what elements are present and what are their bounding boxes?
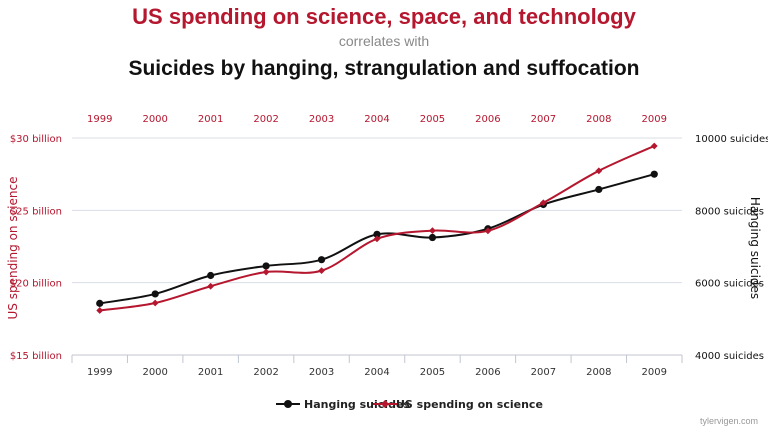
x-tick-label: 2000 bbox=[142, 367, 167, 378]
legend-marker-spending bbox=[381, 400, 389, 408]
x-top-tick-label: 2000 bbox=[142, 114, 167, 125]
grid-lines bbox=[72, 137, 682, 356]
y-right-tick-label: 6000 suicides bbox=[695, 279, 764, 290]
data-point bbox=[262, 268, 270, 276]
data-point bbox=[484, 227, 492, 235]
data-point bbox=[151, 290, 159, 298]
y-left-tick-label: $20 billion bbox=[10, 279, 62, 290]
legend-marker-hanging bbox=[284, 400, 292, 408]
x-tick-label: 2009 bbox=[642, 367, 667, 378]
y-axis-left-labels: $15 billion $20 billion $25 billion $30 bil… bbox=[10, 134, 62, 362]
y-left-tick-label: $30 billion bbox=[10, 134, 62, 145]
x-tick-label: 2002 bbox=[253, 367, 278, 378]
data-point bbox=[207, 282, 215, 290]
chart-title-secondary: Suicides by hanging, strangulation and s… bbox=[128, 57, 640, 80]
x-top-tick-label: 2001 bbox=[198, 114, 223, 125]
y-right-tick-label: 8000 suicides bbox=[695, 206, 764, 217]
data-point bbox=[650, 142, 658, 150]
y-axis-right-labels: 4000 suicides 6000 suicides 8000 suicides 1… bbox=[695, 134, 768, 362]
y-axis-left-title: US spending on science bbox=[6, 177, 20, 320]
data-point bbox=[318, 267, 325, 275]
series-us-spending bbox=[96, 142, 658, 314]
chart-title: US spending on science, space, and techn… bbox=[132, 4, 636, 29]
x-tick-label: 2003 bbox=[309, 367, 334, 378]
data-point bbox=[262, 262, 270, 270]
y-right-tick-label: 10000 suicides bbox=[695, 134, 768, 145]
data-point bbox=[373, 235, 381, 243]
x-tick-label: 2005 bbox=[420, 367, 445, 378]
data-point bbox=[317, 256, 326, 264]
y-axis-right-title: Hanging suicides bbox=[748, 197, 762, 299]
x-top-tick-label: 2009 bbox=[642, 114, 667, 125]
x-tick-label: 1999 bbox=[87, 367, 112, 378]
data-point bbox=[96, 299, 104, 307]
credit: tylervigen.com bbox=[699, 416, 758, 426]
x-tick-label: 2008 bbox=[586, 367, 611, 378]
data-point bbox=[207, 271, 215, 280]
x-top-tick-label: 2007 bbox=[531, 114, 556, 125]
x-top-tick-label: 2006 bbox=[475, 114, 500, 125]
x-tick-label: 2001 bbox=[198, 367, 223, 378]
y-left-tick-label: $25 billion bbox=[10, 206, 62, 217]
data-point bbox=[539, 199, 547, 207]
y-right-tick-label: 4000 suicides bbox=[695, 351, 764, 362]
x-axis-labels-bottom: 1999 2000 2001 2002 2003 2004 2005 2006 2007 2008… bbox=[87, 367, 667, 378]
series-layer bbox=[96, 142, 658, 314]
data-point bbox=[373, 230, 381, 238]
legend: Hanging suicides US spending on science bbox=[276, 398, 543, 411]
data-point bbox=[151, 299, 159, 307]
data-point bbox=[96, 307, 104, 314]
x-top-tick-label: 2002 bbox=[253, 114, 278, 125]
x-tick-label: 2007 bbox=[531, 367, 556, 378]
data-point bbox=[595, 185, 603, 194]
chart-subtitle: correlates with bbox=[338, 33, 430, 49]
x-top-tick-label: 2008 bbox=[586, 114, 611, 125]
legend-label-spending: US spending on science bbox=[396, 398, 543, 411]
x-top-tick-label: 2004 bbox=[364, 114, 389, 125]
x-tick-label: 2004 bbox=[364, 367, 389, 378]
data-point bbox=[429, 227, 436, 235]
x-top-tick-label: 1999 bbox=[87, 114, 112, 125]
x-top-tick-label: 2003 bbox=[309, 114, 334, 125]
data-point bbox=[428, 233, 437, 242]
x-axis-ticks bbox=[71, 355, 683, 363]
y-left-tick-label: $15 billion bbox=[10, 351, 62, 362]
data-point bbox=[595, 167, 603, 175]
data-point bbox=[650, 170, 658, 178]
x-tick-label: 2006 bbox=[475, 367, 500, 378]
x-top-tick-label: 2005 bbox=[420, 114, 445, 125]
x-axis-labels-top: 1999 2000 2001 2002 2003 2004 2005 2006 2007 2008… bbox=[87, 114, 667, 125]
